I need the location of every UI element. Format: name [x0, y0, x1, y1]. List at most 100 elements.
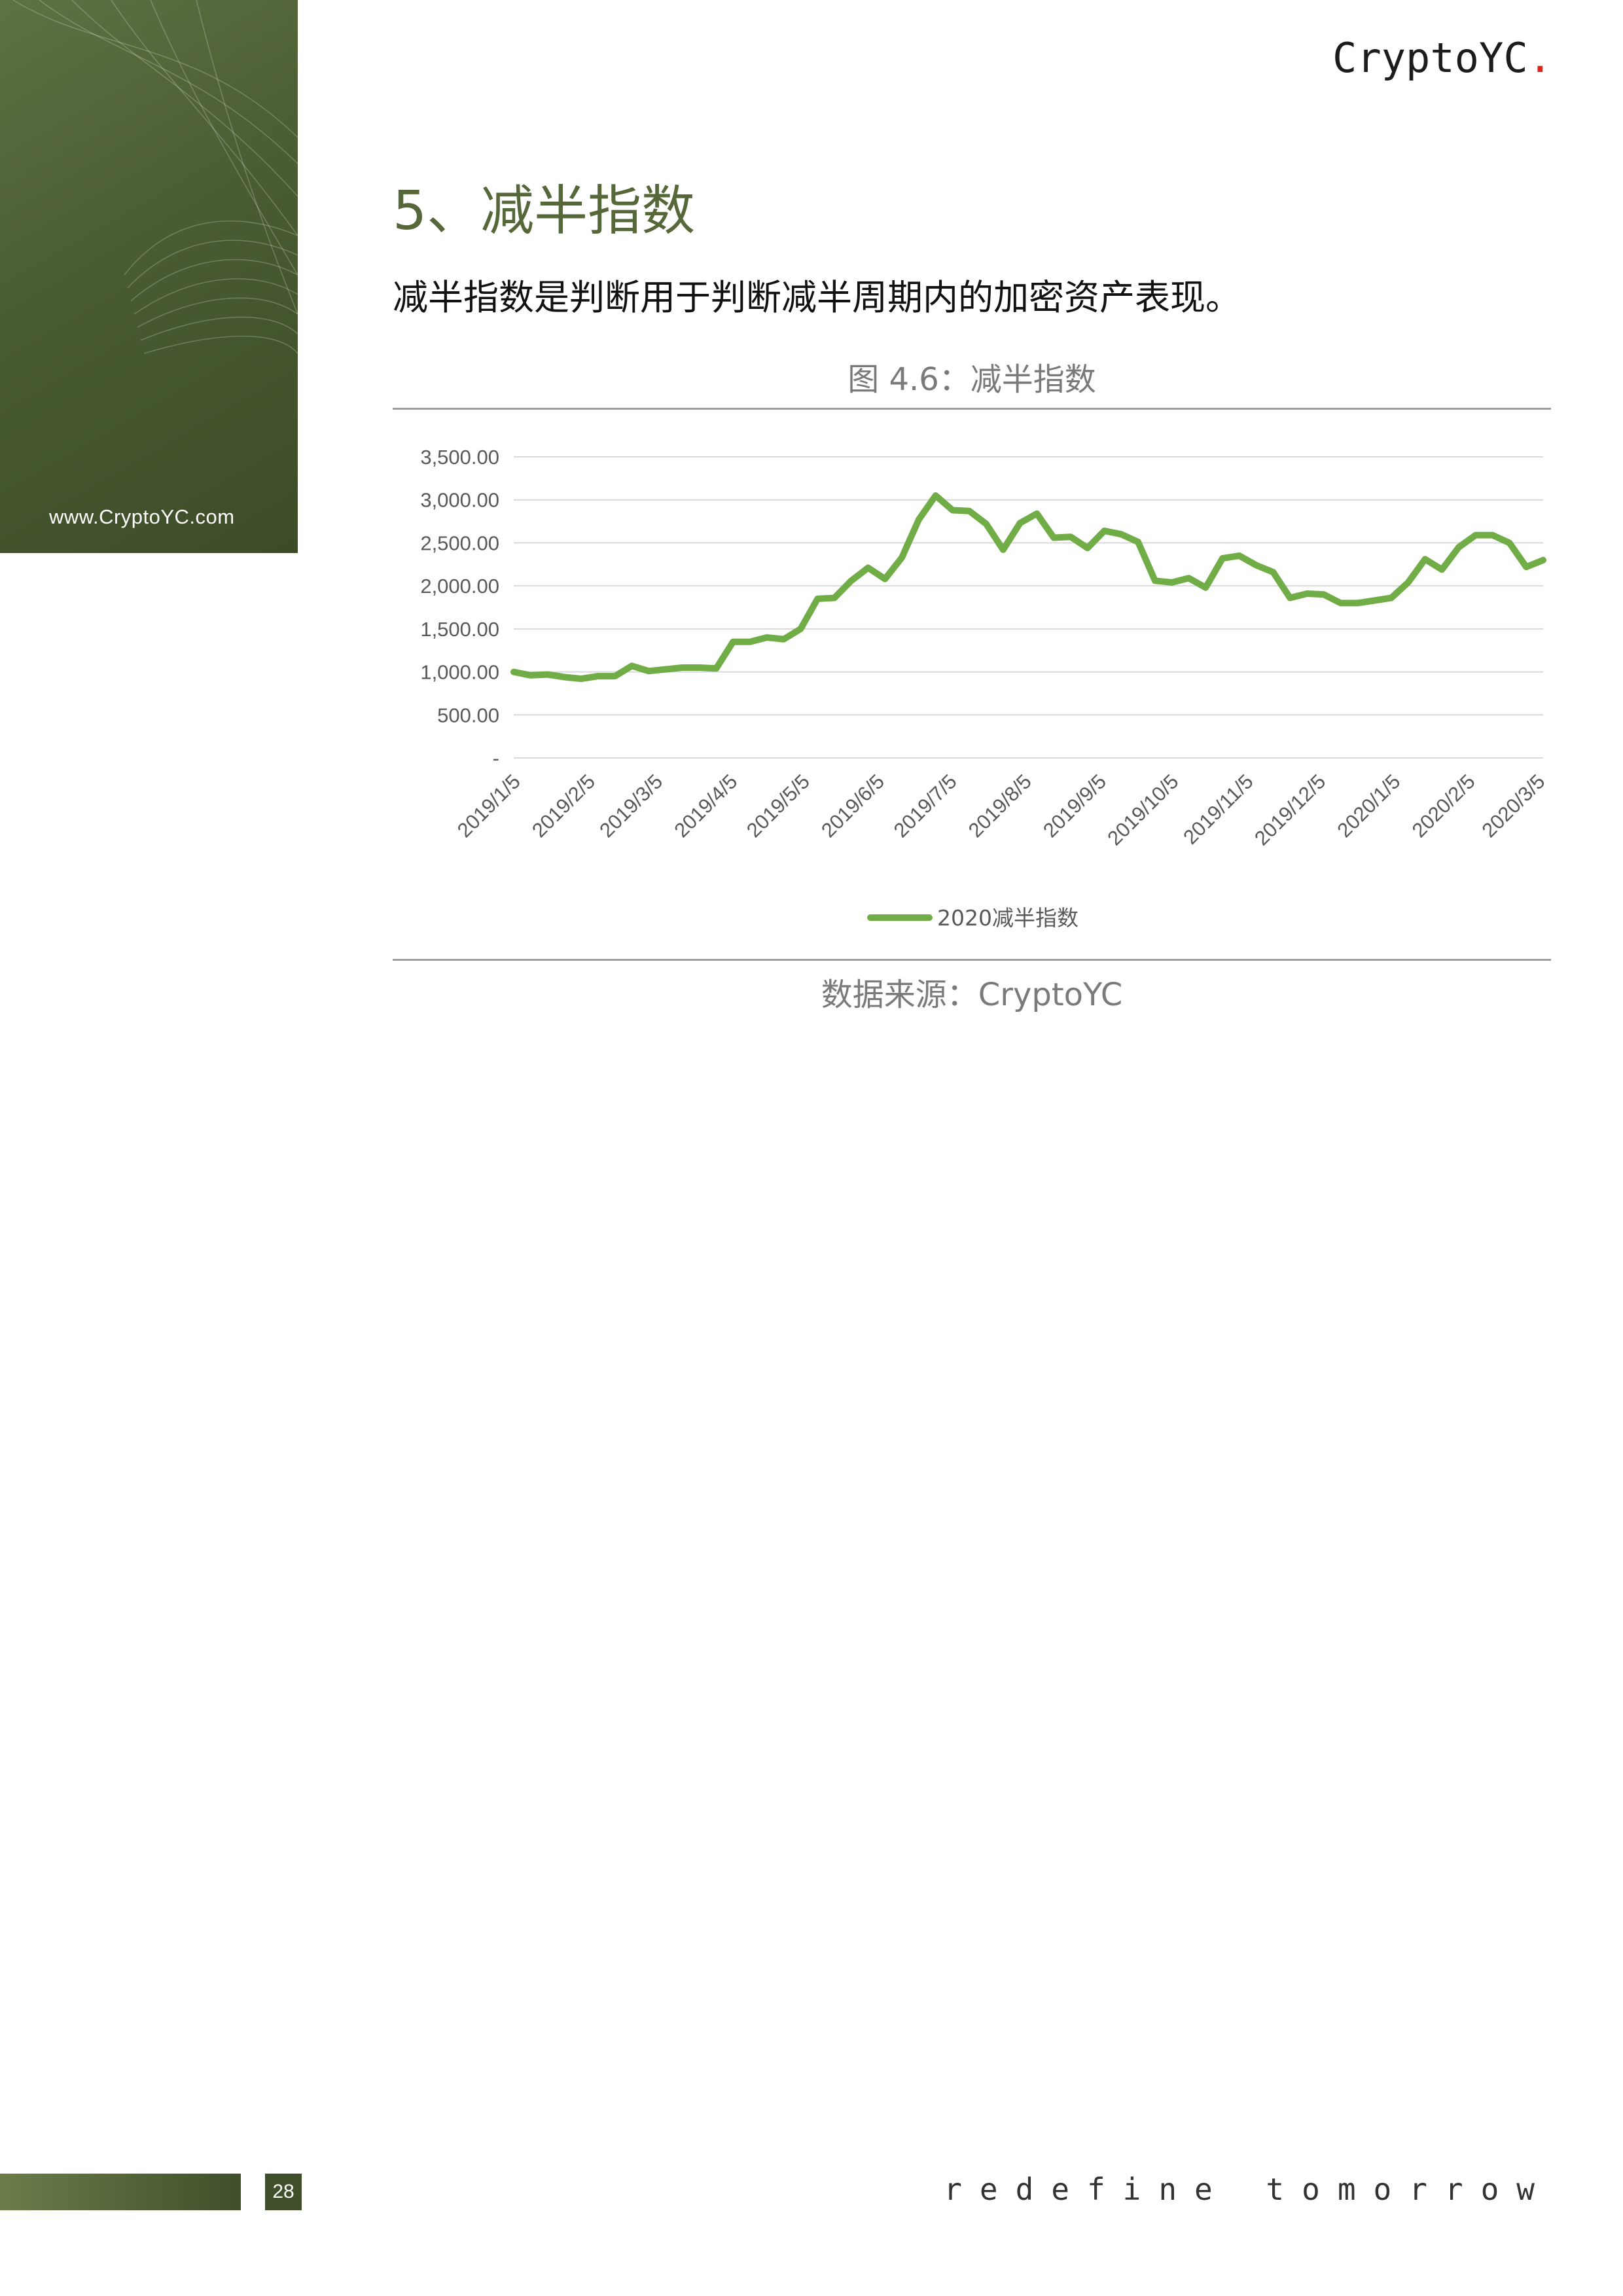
- data-point: [985, 522, 988, 526]
- data-point: [934, 494, 937, 497]
- data-point: [816, 597, 819, 600]
- data-point: [1052, 536, 1056, 539]
- data-point: [1491, 533, 1494, 537]
- website-url: www.CryptoYC.com: [49, 505, 235, 528]
- data-point: [529, 673, 532, 677]
- data-point: [866, 566, 870, 569]
- data-point: [849, 579, 853, 583]
- x-tick-label: 2019/6/5: [817, 770, 889, 842]
- y-tick-label: 3,000.00: [420, 489, 499, 512]
- x-tick-label: 2020/2/5: [1408, 770, 1480, 842]
- data-point: [698, 666, 701, 669]
- y-tick-label: -: [493, 747, 499, 770]
- figure-caption: 图 4.6：减半指数: [847, 361, 1096, 398]
- data-point: [1120, 533, 1123, 536]
- figure-bottom-rule: [393, 959, 1551, 961]
- data-point: [1457, 546, 1461, 548]
- footer-accent-bar: [0, 2174, 241, 2210]
- data-point: [951, 509, 954, 512]
- y-tick-label: 1,000.00: [420, 661, 499, 684]
- data-point: [799, 627, 802, 630]
- chart-legend: 2020减半指数: [867, 905, 1079, 931]
- data-point: [1272, 571, 1275, 574]
- x-tick-label: 2019/3/5: [595, 770, 667, 842]
- data-point: [1255, 564, 1258, 567]
- legend-label: 2020减半指数: [937, 905, 1079, 931]
- footer-tagline: redefine tomorrow: [944, 2172, 1552, 2207]
- data-point: [1373, 599, 1376, 602]
- x-tick-label: 2019/7/5: [889, 770, 961, 842]
- data-point: [1508, 541, 1511, 545]
- page-number: 28: [265, 2174, 302, 2210]
- data-point: [1238, 554, 1241, 558]
- data-point: [1356, 601, 1359, 605]
- brand-logo-dot: .: [1527, 34, 1552, 82]
- data-point: [1339, 601, 1342, 605]
- data-point: [883, 577, 887, 581]
- data-point: [732, 640, 735, 643]
- data-point: [832, 596, 836, 600]
- chart-y-axis: - 500.00 1,000.00 1,500.00 2,000.00 2,500.00 3…: [420, 446, 499, 770]
- data-point: [1103, 529, 1106, 533]
- data-point: [1542, 558, 1544, 562]
- data-point: [596, 675, 599, 678]
- data-point: [1440, 568, 1444, 571]
- data-point: [1305, 592, 1308, 595]
- wave-lines-decoration: [12, 0, 298, 354]
- data-point: [546, 673, 549, 676]
- y-tick-label: 3,500.00: [420, 446, 499, 469]
- chart-series: [510, 492, 1546, 683]
- brand-name: CryptoYC: [1332, 34, 1528, 82]
- data-point: [1137, 541, 1140, 544]
- x-tick-label: 2019/10/5: [1103, 770, 1183, 850]
- data-point: [613, 675, 616, 678]
- data-point: [1153, 579, 1156, 583]
- data-point: [1018, 522, 1022, 525]
- y-tick-label: 500.00: [437, 704, 499, 726]
- x-tick-label: 2019/1/5: [453, 770, 525, 842]
- data-point: [1221, 557, 1224, 560]
- x-tick-label: 2020/3/5: [1478, 770, 1550, 842]
- data-point: [1170, 581, 1173, 584]
- data-point: [765, 636, 768, 639]
- x-tick-label: 2019/12/5: [1250, 770, 1330, 850]
- data-point: [580, 677, 583, 681]
- data-point: [1389, 596, 1393, 600]
- data-point: [917, 518, 920, 521]
- data-point: [1423, 558, 1427, 561]
- data-point: [1001, 548, 1005, 551]
- figure-top-rule: [393, 408, 1551, 410]
- data-point: [1086, 547, 1089, 550]
- brand-logo: CryptoYC.: [1332, 34, 1552, 82]
- data-point: [681, 666, 684, 669]
- x-tick-label: 2019/9/5: [1039, 770, 1111, 842]
- section-intro: 减半指数是判断用于判断减半周期内的加密资产表现。: [393, 277, 1241, 318]
- x-tick-label: 2020/1/5: [1332, 770, 1404, 842]
- data-point: [647, 670, 651, 673]
- data-point: [664, 668, 668, 671]
- x-tick-label: 2019/2/5: [527, 770, 599, 842]
- data-point: [1322, 593, 1325, 596]
- data-point: [968, 509, 971, 512]
- data-point: [715, 667, 718, 670]
- series-line: [510, 492, 1546, 683]
- y-tick-label: 2,500.00: [420, 531, 499, 554]
- section-title: 5、减半指数: [393, 180, 696, 242]
- data-point: [1525, 565, 1528, 569]
- data-point: [1289, 596, 1292, 600]
- y-tick-label: 2,000.00: [420, 575, 499, 598]
- x-tick-label: 2019/11/5: [1179, 770, 1258, 849]
- y-tick-label: 1,500.00: [420, 618, 499, 641]
- chart-gridlines: [514, 456, 1543, 759]
- data-point: [1069, 535, 1072, 539]
- data-point: [901, 556, 904, 559]
- data-point: [1035, 512, 1039, 515]
- data-point: [1204, 586, 1207, 589]
- halving-index-line-chart: - 500.00 1,000.00 1,500.00 2,000.00 2,500.00 3…: [420, 446, 1550, 931]
- data-point: [563, 675, 566, 679]
- data-point: [749, 640, 752, 643]
- data-point: [1406, 581, 1410, 584]
- x-tick-label: 2019/5/5: [742, 770, 814, 842]
- data-point: [1187, 577, 1190, 580]
